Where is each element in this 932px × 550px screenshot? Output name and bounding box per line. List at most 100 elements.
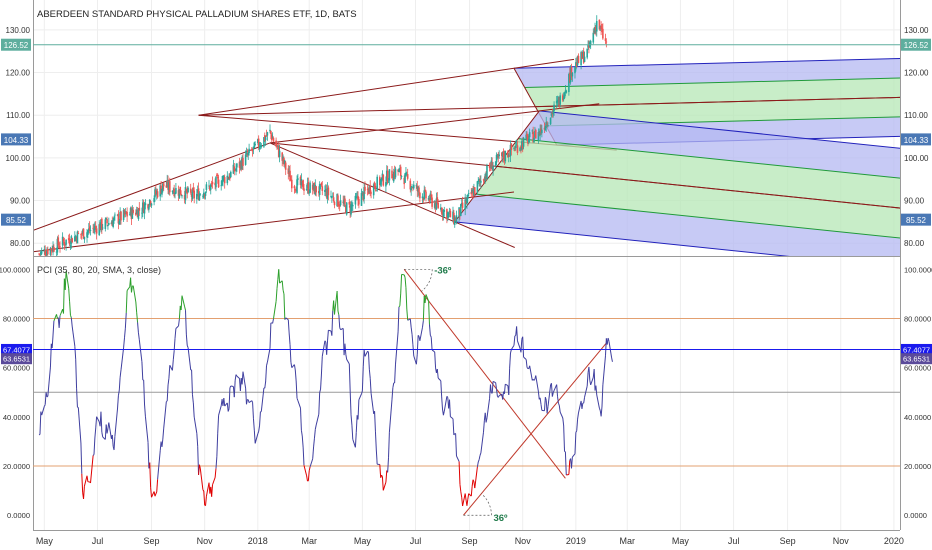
candle[interactable] xyxy=(148,199,151,208)
candle[interactable] xyxy=(478,178,480,187)
candle[interactable] xyxy=(65,239,67,251)
candle[interactable] xyxy=(604,33,607,44)
candle[interactable] xyxy=(263,132,266,143)
candle[interactable] xyxy=(379,179,382,187)
candle[interactable] xyxy=(150,202,153,209)
candle[interactable] xyxy=(571,72,574,82)
candle[interactable] xyxy=(40,250,42,259)
candle[interactable] xyxy=(327,185,330,201)
candle[interactable] xyxy=(226,171,229,186)
candle[interactable] xyxy=(204,191,207,200)
pitchfork-line[interactable] xyxy=(524,77,932,88)
candle[interactable] xyxy=(159,184,162,201)
candle[interactable] xyxy=(178,188,181,199)
candle[interactable] xyxy=(415,183,418,189)
candle[interactable] xyxy=(354,192,357,209)
candle[interactable] xyxy=(601,23,603,33)
candle[interactable] xyxy=(430,190,433,201)
candle[interactable] xyxy=(423,185,426,201)
candle[interactable] xyxy=(416,180,419,197)
candle[interactable] xyxy=(537,128,540,144)
candle[interactable] xyxy=(503,150,506,165)
candle[interactable] xyxy=(129,206,132,217)
candle[interactable] xyxy=(312,182,315,192)
candle[interactable] xyxy=(411,183,413,188)
candle[interactable] xyxy=(376,174,378,192)
candle[interactable] xyxy=(385,165,388,186)
candle[interactable] xyxy=(271,132,274,139)
candle[interactable] xyxy=(440,207,443,216)
candle[interactable] xyxy=(299,175,302,189)
candle[interactable] xyxy=(543,122,546,134)
candle[interactable] xyxy=(305,184,308,191)
candle[interactable] xyxy=(428,194,431,204)
candle[interactable] xyxy=(44,245,46,261)
candle[interactable] xyxy=(546,121,548,128)
candle[interactable] xyxy=(221,175,223,186)
candle[interactable] xyxy=(575,57,578,68)
candle[interactable] xyxy=(507,149,509,158)
candle[interactable] xyxy=(63,237,66,251)
candle[interactable] xyxy=(46,247,48,257)
candle[interactable] xyxy=(599,25,602,32)
candle[interactable] xyxy=(551,108,554,118)
candle[interactable] xyxy=(223,175,225,182)
candle[interactable] xyxy=(553,101,555,116)
candle[interactable] xyxy=(412,186,414,192)
candle[interactable] xyxy=(74,231,76,242)
candle[interactable] xyxy=(101,224,104,231)
candle[interactable] xyxy=(382,174,385,187)
candle[interactable] xyxy=(594,22,596,35)
candle[interactable] xyxy=(290,175,293,193)
candle[interactable] xyxy=(418,185,420,196)
candle[interactable] xyxy=(393,165,396,180)
candle[interactable] xyxy=(372,182,375,199)
candle[interactable] xyxy=(490,157,493,169)
candle[interactable] xyxy=(540,124,542,135)
candle[interactable] xyxy=(202,194,204,199)
candle[interactable] xyxy=(586,48,588,60)
candle[interactable] xyxy=(248,143,250,156)
candle[interactable] xyxy=(50,247,53,256)
candle[interactable] xyxy=(326,182,329,204)
candle[interactable] xyxy=(192,182,195,193)
candle[interactable] xyxy=(356,191,358,199)
candle[interactable] xyxy=(148,204,150,213)
candle[interactable] xyxy=(57,234,60,249)
candle[interactable] xyxy=(214,178,216,190)
candle[interactable] xyxy=(87,223,90,235)
candle[interactable] xyxy=(424,186,426,193)
candle[interactable] xyxy=(43,245,46,255)
candle[interactable] xyxy=(307,177,310,195)
pitchfork[interactable] xyxy=(269,103,932,272)
candle[interactable] xyxy=(320,182,323,187)
pci-trendline[interactable] xyxy=(403,268,566,479)
candle[interactable] xyxy=(360,188,363,207)
candle[interactable] xyxy=(488,162,491,172)
candle[interactable] xyxy=(392,168,395,183)
candle[interactable] xyxy=(290,175,292,181)
candle[interactable] xyxy=(403,175,405,189)
candle[interactable] xyxy=(461,196,464,211)
candle[interactable] xyxy=(521,138,523,151)
candle[interactable] xyxy=(197,182,200,201)
candle[interactable] xyxy=(519,146,521,152)
candle[interactable] xyxy=(209,185,211,192)
candle[interactable] xyxy=(575,57,577,72)
candle[interactable] xyxy=(532,126,534,143)
candle[interactable] xyxy=(169,177,171,196)
candle[interactable] xyxy=(321,181,324,196)
candle[interactable] xyxy=(62,236,65,244)
candle[interactable] xyxy=(333,200,336,209)
candle[interactable] xyxy=(187,186,189,194)
candle[interactable] xyxy=(58,242,60,249)
candle[interactable] xyxy=(166,174,168,188)
candle[interactable] xyxy=(588,40,590,54)
candle[interactable] xyxy=(117,210,120,230)
candle[interactable] xyxy=(311,181,314,195)
candle[interactable] xyxy=(386,165,389,185)
candle[interactable] xyxy=(234,168,236,172)
candle[interactable] xyxy=(482,178,485,184)
candle[interactable] xyxy=(104,217,107,232)
pci-trendlines[interactable]: -36º 36º xyxy=(403,265,607,524)
